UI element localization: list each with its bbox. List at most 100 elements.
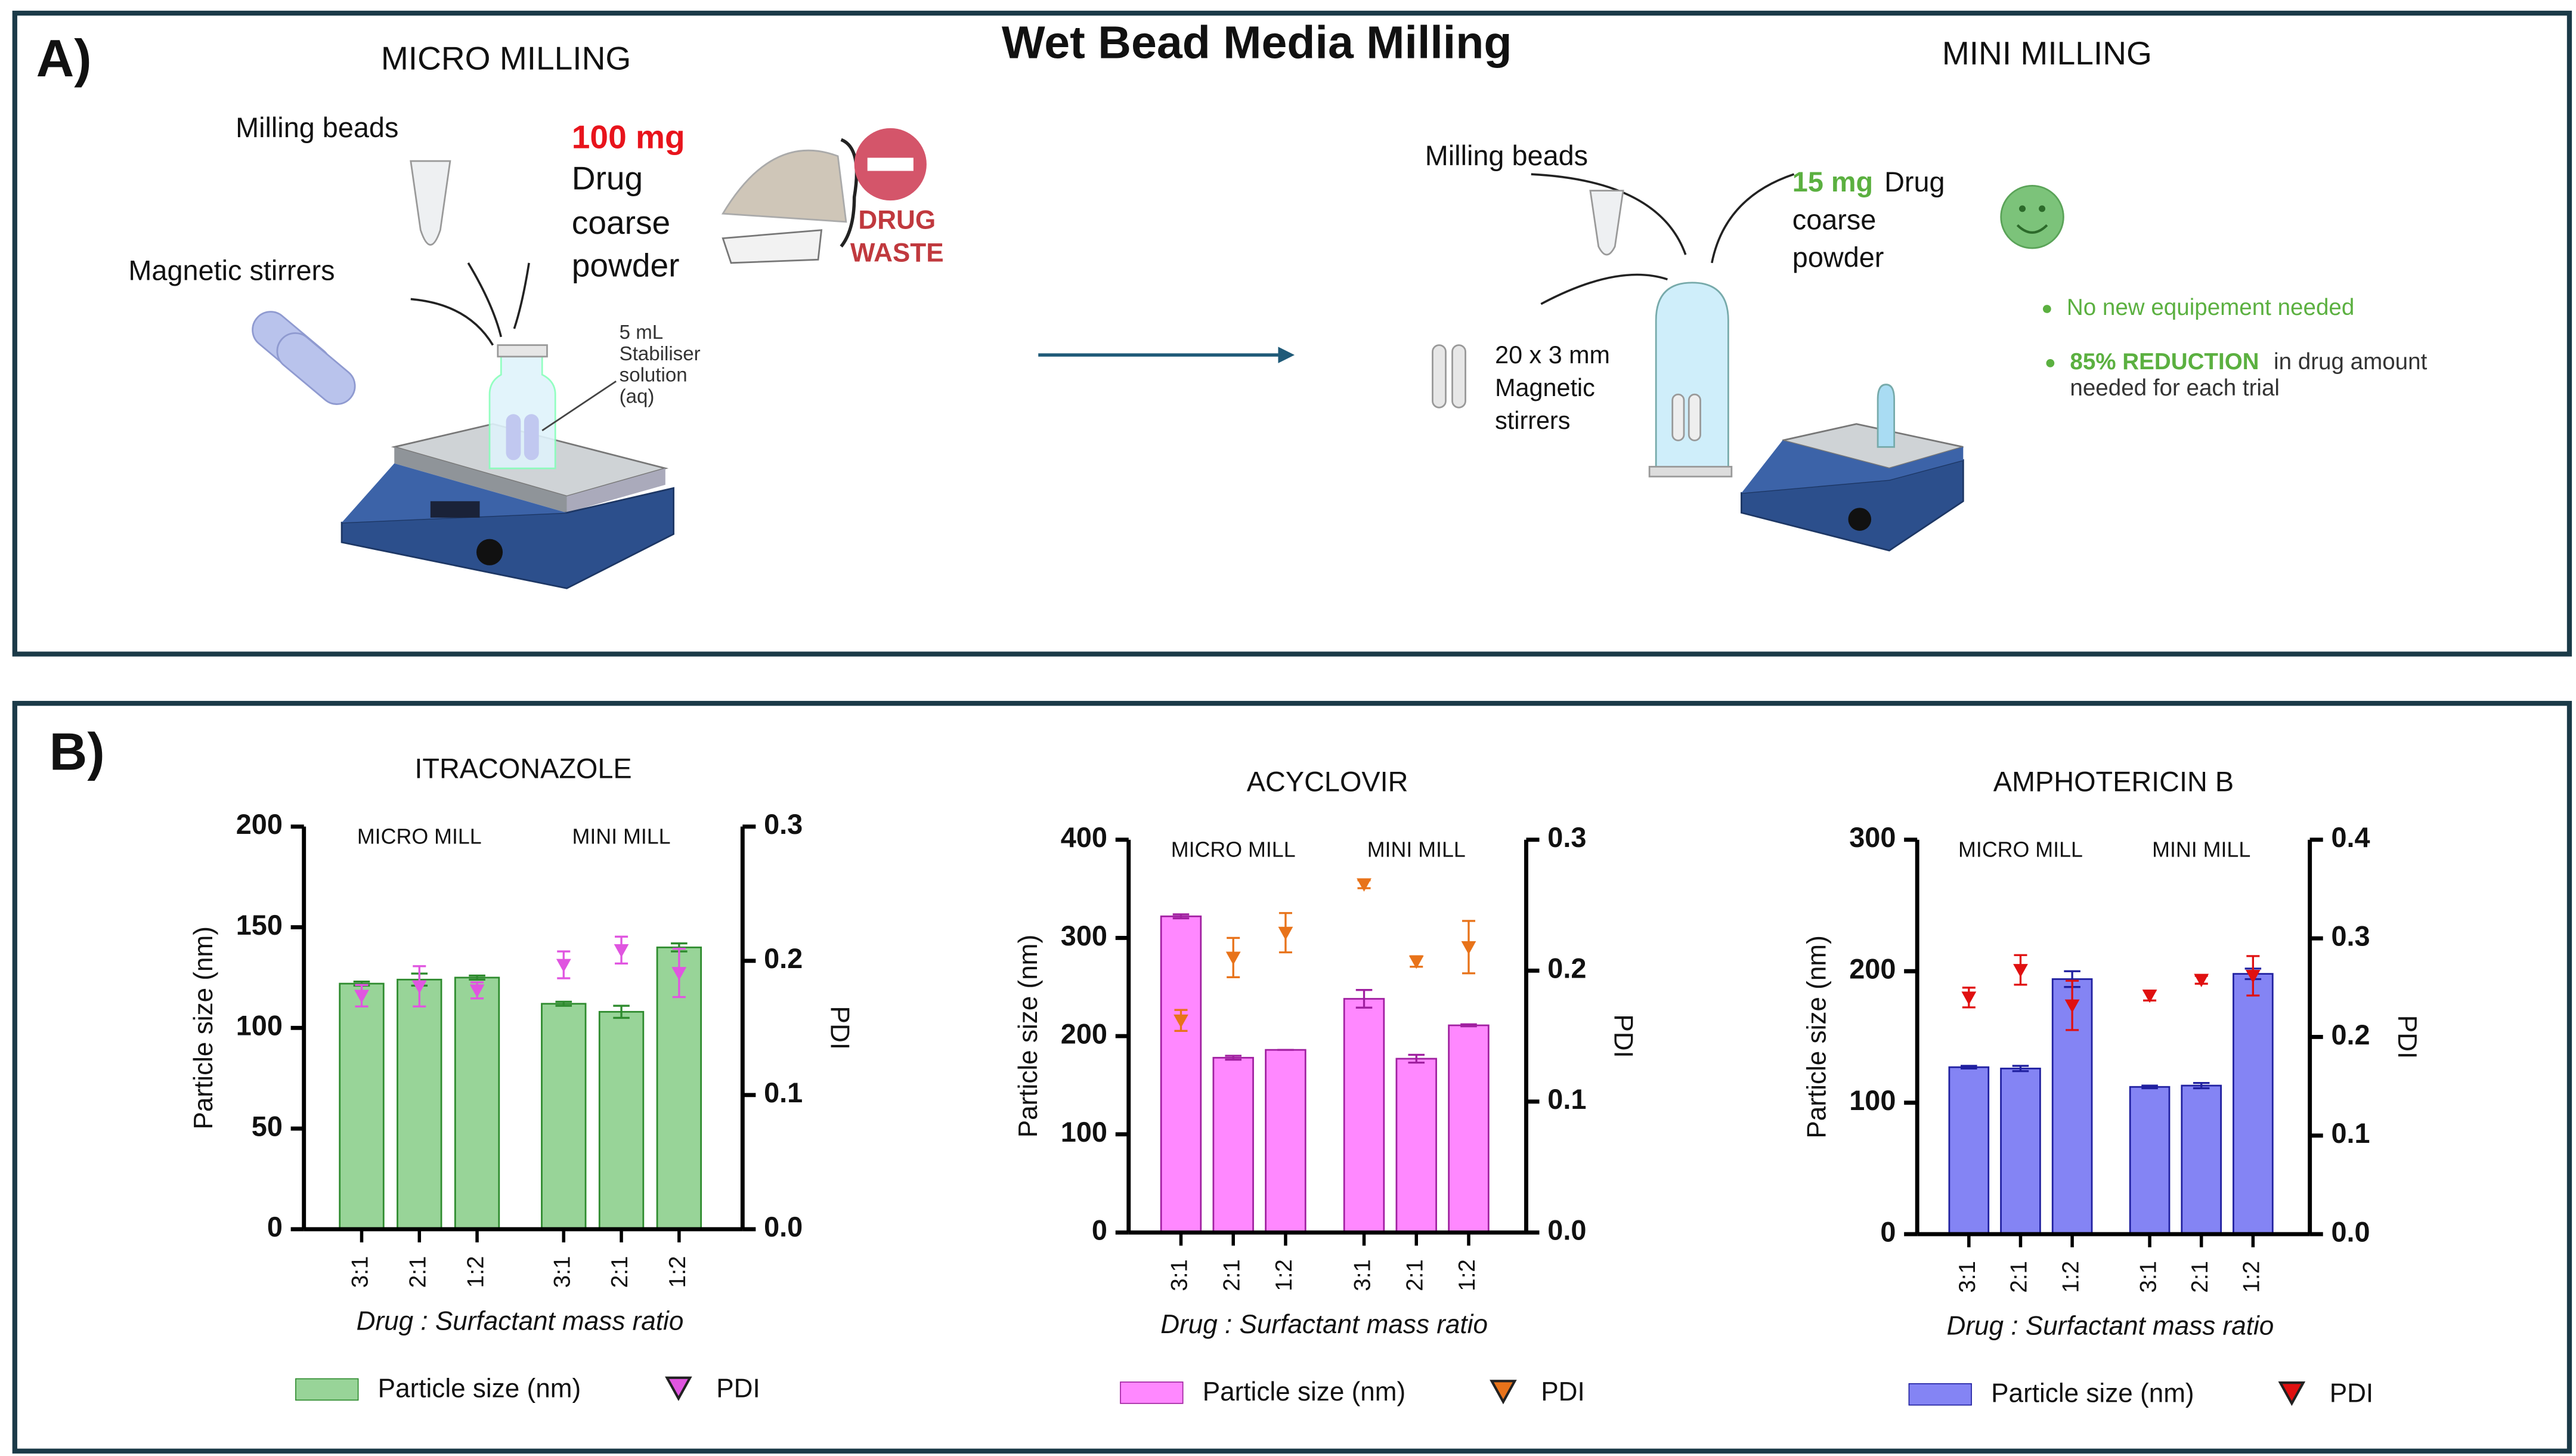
label: coarse: [572, 204, 670, 241]
legend-label: PDI: [1541, 1377, 1584, 1406]
panel-title: Wet Bead Media Milling: [1002, 17, 1512, 69]
label: Drug: [572, 160, 643, 197]
pdi-marker: [2194, 973, 2209, 987]
legend-marker: [1490, 1380, 1517, 1405]
error-bar: [1172, 913, 1190, 920]
label: DRUG: [858, 206, 936, 235]
label: powder: [572, 247, 680, 284]
y-tick-label: 300: [1061, 920, 1107, 951]
chart-title: ACYCLOVIR: [1247, 766, 1408, 797]
label: Stabiliser: [620, 343, 701, 365]
group-label: MINI MILL: [572, 825, 671, 849]
label: (aq): [620, 385, 655, 407]
panel-a-frame: [12, 10, 2572, 657]
group-label: MINI MILL: [1367, 838, 1466, 862]
bar: [1448, 1024, 1490, 1234]
error-bar: [1408, 1053, 1425, 1064]
label: 20 x 3 mm: [1495, 341, 1610, 369]
y-tick-label: 100: [1061, 1117, 1107, 1148]
y2-tick-label: 0.1: [764, 1077, 803, 1108]
x-tick-label: 2:1: [1402, 1259, 1428, 1291]
y2-tick-label: 0.2: [2331, 1019, 2370, 1050]
chart-title: ITRACONAZOLE: [414, 753, 631, 784]
group-label: MICRO MILL: [357, 825, 482, 849]
x-tick-label: 2:1: [607, 1256, 633, 1288]
y-tick-label: 400: [1061, 822, 1107, 853]
bar: [2181, 1084, 2222, 1235]
x-tick-label: 1:2: [665, 1256, 691, 1288]
x-tick-label: 2:1: [2007, 1261, 2032, 1293]
amount: 100 mg: [572, 119, 685, 156]
icons: [252, 128, 2064, 589]
y2-tick-label: 0.0: [1547, 1215, 1586, 1246]
bar: [339, 982, 385, 1231]
pdi-marker: [1961, 991, 1977, 1005]
pdi-marker: [469, 984, 485, 998]
bar: [1160, 915, 1202, 1234]
x-tick-label: 3:1: [1955, 1261, 1980, 1293]
error-bar: [1225, 1055, 1241, 1061]
x-tick-label: 3:1: [1350, 1259, 1376, 1291]
label: Magnetic stirrers: [128, 255, 335, 286]
y2-tick-label: 0.2: [1547, 953, 1586, 984]
bar: [454, 976, 500, 1231]
heading: MICRO MILLING: [381, 40, 631, 77]
bar: [541, 1003, 587, 1231]
y-axis-title: Particle size (nm): [1803, 935, 1832, 1138]
x-tick-label: 1:2: [2058, 1261, 2083, 1293]
label: Milling beads: [236, 112, 398, 143]
panel-label: B): [49, 722, 105, 781]
y2-tick-label: 0.0: [2331, 1216, 2370, 1247]
bullet: [2042, 305, 2051, 313]
y-tick-label: 50: [252, 1111, 283, 1142]
error-bar: [1460, 1023, 1477, 1028]
y2-axis-title: PDI: [1609, 1014, 1638, 1058]
legend-label: PDI: [2330, 1379, 2373, 1408]
y-axis-title: Particle size (nm): [189, 926, 218, 1129]
pdi-marker: [1461, 941, 1476, 955]
panel-label: A): [36, 29, 92, 88]
y2-tick-label: 0.3: [2331, 921, 2370, 952]
y2-tick-label: 0.1: [2331, 1118, 2370, 1149]
benefit: No new equipement needed: [2067, 295, 2354, 320]
label: 5 mL: [620, 322, 663, 344]
pdi-marker: [411, 980, 427, 994]
pdi-marker: [2013, 964, 2028, 978]
y-tick-label: 200: [236, 809, 283, 840]
bar: [397, 978, 442, 1231]
error-bar: [2141, 1084, 2158, 1090]
x-tick-label: 1:2: [1454, 1259, 1480, 1291]
y2-tick-label: 0.3: [1547, 822, 1586, 853]
label: powder: [1792, 242, 1884, 273]
bar: [2000, 1067, 2041, 1235]
x-tick-label: 3:1: [549, 1256, 575, 1288]
panel-b-frame: [12, 701, 2572, 1454]
y-tick-label: 200: [1061, 1018, 1107, 1049]
pdi-marker: [556, 959, 571, 972]
legend-marker: [2278, 1381, 2306, 1406]
pdi-marker: [1357, 878, 1371, 892]
label: stirrers: [1495, 407, 1570, 434]
x-tick-label: 3:1: [1167, 1259, 1193, 1291]
error-bar: [2012, 1065, 2029, 1072]
legend-swatch: [1120, 1381, 1184, 1404]
error-bar: [1355, 989, 1373, 1009]
bar: [1343, 998, 1385, 1234]
pdi-marker: [2142, 990, 2157, 1003]
error-bar: [555, 1000, 572, 1007]
y-tick-label: 100: [1849, 1085, 1896, 1116]
y2-tick-label: 0.1: [1547, 1084, 1586, 1115]
y-tick-label: 100: [236, 1010, 283, 1041]
label: needed for each trial: [2070, 375, 2280, 401]
error-bar: [2193, 1081, 2210, 1090]
y-axis-title: Particle size (nm): [1014, 935, 1043, 1137]
amount: 15 mg: [1792, 166, 1873, 197]
pdi-marker: [2064, 999, 2080, 1013]
x-axis-title: Drug : Surfactant mass ratio: [357, 1306, 684, 1336]
pdi-marker: [354, 990, 369, 1003]
x-tick-label: 3:1: [2135, 1261, 2161, 1293]
pdi-marker: [1174, 1014, 1188, 1028]
x-tick-label: 1:2: [463, 1256, 488, 1288]
